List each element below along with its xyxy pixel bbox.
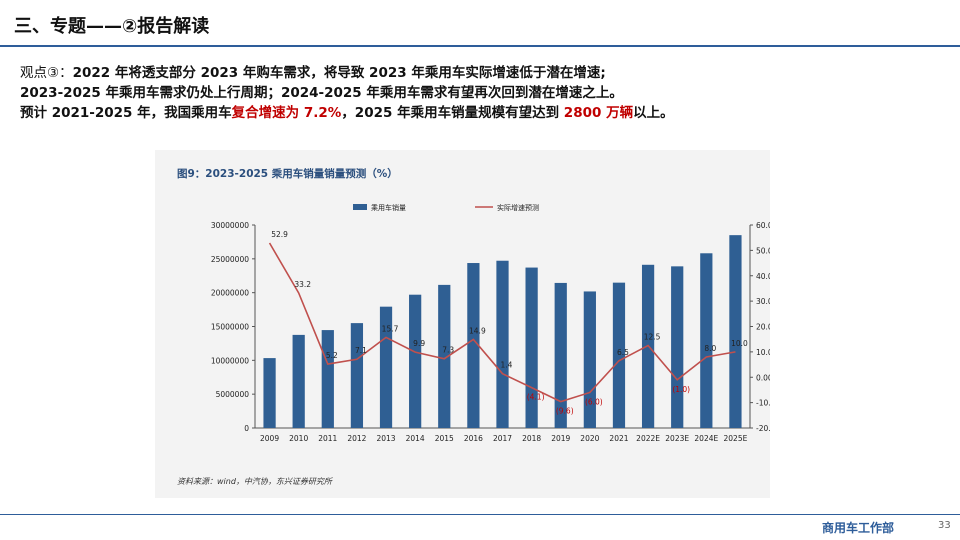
right-axis-tick-label: 50.00 <box>756 246 770 255</box>
x-tick-label: 2020 <box>580 434 599 443</box>
viewpoint-line-2-text: 2023-2025 年乘用车需求仍处上行周期；2024-2025 年乘用车需求有… <box>20 85 623 101</box>
growth-data-label: (4.1) <box>527 393 545 402</box>
growth-data-label: 52.9 <box>271 230 288 239</box>
right-axis-tick-label: 0.00 <box>756 373 770 382</box>
x-tick-label: 2023E <box>665 434 689 443</box>
right-axis-tick-label: 40.00 <box>756 272 770 281</box>
viewpoint-line-1-text: 2022 年将透支部分 2023 年购车需求，将导致 2023 年乘用车实际增速… <box>72 65 606 81</box>
x-tick-label: 2025E <box>724 434 748 443</box>
chart-panel: 图9：2023-2025 乘用车销量销量预测（%） 0 5000000 100000… <box>155 150 770 498</box>
viewpoint-line-3: 预计 2021-2025 年，我国乘用车复合增速为 7.2%，2025 年乘用车… <box>20 103 940 123</box>
x-tick-label: 2018 <box>522 434 541 443</box>
viewpoint-line-3-e: 以上。 <box>633 105 674 121</box>
growth-data-label: 7.1 <box>355 346 367 355</box>
x-tick-label: 2014 <box>406 434 425 443</box>
growth-data-label: 8.0 <box>704 344 716 353</box>
bar-2019 <box>554 282 567 428</box>
left-axis-tick-label: 5000000 <box>216 390 250 399</box>
left-axis-tick-label: 0 <box>244 424 249 433</box>
x-tick-label: 2012 <box>347 434 366 443</box>
bar-2012 <box>350 323 364 428</box>
left-axis-tick-label: 25000000 <box>211 255 249 264</box>
growth-line <box>268 242 736 403</box>
x-tick-label: 2021 <box>609 434 628 443</box>
x-tick-label: 2010 <box>289 434 308 443</box>
x-tick-label: 2015 <box>435 434 454 443</box>
bar-2023E <box>671 266 684 428</box>
bar-2009 <box>263 358 276 428</box>
chart-title: 图9：2023-2025 乘用车销量销量预测（%） <box>177 168 398 180</box>
viewpoint-line-3-a: 预计 2021-2025 年，我国乘用车 <box>20 105 232 121</box>
x-tick-label: 2017 <box>493 434 512 443</box>
growth-data-label: 5.2 <box>326 351 338 360</box>
x-tick-label: 2022E <box>636 434 660 443</box>
page-number: 33 <box>938 520 951 531</box>
growth-data-label: 6.5 <box>617 348 629 357</box>
bar-2016 <box>467 263 480 428</box>
viewpoint-line-1: 观点③：2022 年将透支部分 2023 年购车需求，将导致 2023 年乘用车… <box>20 63 940 83</box>
x-tick-label: 2024E <box>694 434 718 443</box>
left-axis-tick-label: 30000000 <box>211 221 249 230</box>
viewpoint-prefix: 观点③： <box>20 65 73 81</box>
x-tick-label: 2013 <box>376 434 395 443</box>
right-axis-tick-label: 60.00 <box>756 221 770 230</box>
bar-2013 <box>379 306 393 428</box>
bar-2015 <box>438 284 451 428</box>
right-axis-tick-label: -20.00 <box>756 424 770 433</box>
slide-title: 三、专题——②报告解读 <box>14 16 210 37</box>
right-axis-tick-label: 20.00 <box>756 323 770 332</box>
bar-2011 <box>321 330 334 428</box>
growth-data-label: 1.4 <box>501 361 513 370</box>
viewpoint-line-2: 2023-2025 年乘用车需求仍处上行周期；2024-2025 年乘用车需求有… <box>20 83 940 103</box>
x-tick-label: 2011 <box>318 434 337 443</box>
combo-chart: 0 5000000 10000000 15000000 20000000 25000000… <box>211 203 770 443</box>
x-tick-label: 2009 <box>260 434 279 443</box>
sales-target-highlight: 2800 万辆 <box>563 105 634 121</box>
bar-2017 <box>496 260 509 428</box>
bar-2018 <box>525 267 538 428</box>
growth-data-label: 10.0 <box>731 339 748 348</box>
legend-swatch-bar <box>353 204 367 210</box>
bar-2024E <box>700 253 713 428</box>
left-axis-tick-label: 10000000 <box>211 356 249 365</box>
cagr-highlight: 复合增速为 7.2% <box>231 105 342 121</box>
chart-source: 资料来源：wind，中汽协，东兴证券研究所 <box>177 477 332 486</box>
bar-2014 <box>409 294 422 428</box>
left-axis-tick-label: 15000000 <box>211 323 249 332</box>
bar-2025E <box>729 235 742 428</box>
title-divider <box>0 45 960 47</box>
growth-data-label: (9.6) <box>556 407 574 416</box>
right-axis-tick-label: 10.00 <box>756 348 770 357</box>
growth-data-label: 9.9 <box>413 339 425 348</box>
growth-data-label: 15.7 <box>382 324 399 333</box>
growth-data-label: (1.0) <box>672 385 690 394</box>
x-tick-label: 2016 <box>464 434 483 443</box>
viewpoint-line-3-c: ，2025 年乘用车销量规模有望达到 <box>341 105 564 121</box>
legend-label-growth: 实际增速预测 <box>497 203 539 212</box>
bar-2020 <box>583 291 596 428</box>
right-axis-tick-label: 30.00 <box>756 297 770 306</box>
growth-data-label: 12.5 <box>644 333 661 342</box>
viewpoint-text: 观点③：2022 年将透支部分 2023 年购车需求，将导致 2023 年乘用车… <box>20 63 940 123</box>
legend-label-sales: 乘用车销量 <box>371 203 406 212</box>
bar-2021 <box>612 282 626 428</box>
bar-2010 <box>292 334 305 428</box>
right-axis-tick-label: -10.00 <box>756 399 770 408</box>
growth-data-label: 14.9 <box>469 326 486 335</box>
growth-data-label: 33.2 <box>294 280 311 289</box>
footer-divider <box>0 514 960 515</box>
x-tick-label: 2019 <box>551 434 570 443</box>
growth-data-label: 7.3 <box>442 346 454 355</box>
left-axis-tick-label: 20000000 <box>211 289 249 298</box>
footer-department: 商用车工作部 <box>822 521 895 535</box>
growth-data-label: (6.0) <box>585 397 603 406</box>
